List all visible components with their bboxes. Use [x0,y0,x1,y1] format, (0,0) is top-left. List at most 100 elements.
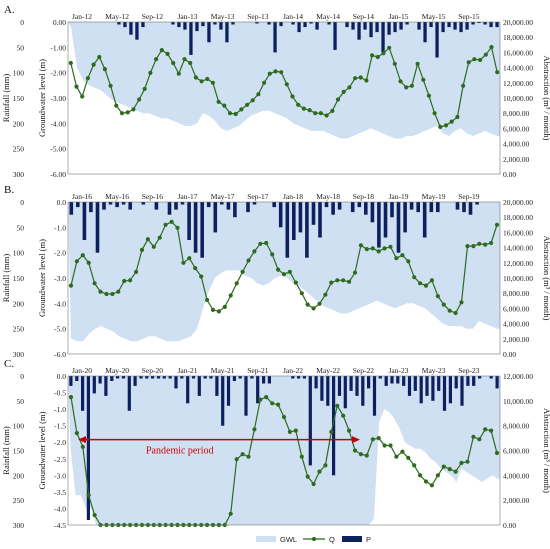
abstraction-point [311,481,316,487]
rainfall-bar [425,376,429,396]
abstraction-tick-label: 16,000.00 [503,48,533,57]
rainfall-bar [133,376,137,386]
rainfall-bar [402,376,406,386]
abstraction-point [364,247,369,252]
rainfall-bar [226,202,231,210]
plot-frame [67,201,501,355]
abstraction-tick-label: 12,000.00 [503,372,533,381]
abstraction-point [400,253,405,258]
rainfall-bar [447,22,451,28]
x-tick-label: Jan-18 [283,192,303,201]
rainfall-bar [331,202,335,215]
legend-swatch-p [342,536,362,542]
abstraction-point [489,428,494,433]
gwl-tick-label: -2.5 [54,455,66,464]
abstraction-point [305,302,310,307]
rainfall-tick-label: 50 [17,223,25,232]
x-tick-label: Sep-23 [458,366,479,375]
rainfall-bar [390,376,394,384]
rainfall-bar [387,22,391,35]
rainfall-bar [238,376,242,379]
abstraction-point [335,403,340,408]
rainfall-bar [477,22,481,23]
legend-swatch-gwl [256,536,276,542]
rainfall-bar [396,376,400,384]
rainfall-bar [200,202,204,258]
rainfall-bar [378,376,382,379]
abstraction-point [376,436,381,441]
rainfall-bar [82,202,87,240]
abstraction-point [97,54,102,60]
rainfall-bar [244,376,248,416]
abstraction-point [418,281,423,286]
x-tick-label: Sep-18 [353,192,374,201]
rainfall-tick-label: 50 [17,43,25,52]
plot-frame [67,375,501,526]
rainfall-bar [407,376,412,396]
abstraction-point [392,61,397,66]
rainfall-bar [75,376,79,381]
rainfall-bar [311,202,316,225]
rainfall-tick-label: 100 [13,69,25,78]
abstraction-point [426,93,431,98]
rainfall-tick-label: 0 [20,198,24,207]
abstraction-point [447,467,452,472]
abstraction-point [222,304,227,309]
rainfall-tick-label: 250 [13,145,25,154]
abstraction-point [335,278,340,283]
legend-label-gwl: GWL [280,535,297,544]
abstraction-tick-label: 4,000.00 [503,320,530,329]
gwl-tick-label: 0.00 [53,18,66,27]
abstraction-point [80,94,85,99]
rainfall-bar [232,376,236,381]
abstraction-point [466,60,471,65]
abstraction-point [264,395,269,400]
abstraction-point [102,67,107,72]
rainfall-axis-title: Rainfall (mm) [1,254,11,303]
abstraction-point [341,278,346,283]
x-tick-label: May-18 [316,192,340,201]
rainfall-bar [377,202,381,248]
abstraction-point [347,279,352,284]
rainfall-bar [226,376,231,406]
abstraction-point [234,281,239,286]
abstraction-point [299,454,304,459]
rainfall-bar [121,202,126,205]
abstraction-point [74,431,79,436]
abstraction-point [108,83,113,88]
rainfall-bar [206,202,211,208]
abstraction-tick-label: 2,000.00 [503,155,530,164]
abstraction-tick-label: 14,000.00 [503,64,533,73]
abstraction-point [329,429,334,434]
gwl-area [68,376,500,525]
rainfall-bar [454,376,458,389]
rainfall-tick-label: 250 [13,496,25,505]
rainfall-bar [417,22,421,30]
abstraction-point [317,469,322,474]
abstraction-tick-label: 10,000.00 [503,94,533,103]
x-tick-label: Sep-15 [458,12,479,21]
gwl-tick-label: -2.0 [54,249,66,258]
x-tick-label: Jan-20 [72,366,92,375]
rainfall-tick-label: 0 [20,372,24,381]
abstraction-point [228,511,233,516]
rainfall-bar [252,202,257,205]
gwl-tick-label: -4.0 [54,504,66,513]
abstraction-point [382,443,387,448]
rainfall-bar [396,202,401,253]
abstraction-point [381,51,386,56]
rainfall-tick-label: 300 [13,350,25,359]
abstraction-tick-label: 6,000.00 [503,447,530,456]
rainfall-bar [219,22,223,30]
abstraction-point [116,289,121,294]
abstraction-point [347,85,352,90]
abstraction-point [364,453,369,458]
abstraction-point [296,102,301,107]
abstraction-point [435,294,440,299]
rainfall-bar [174,376,178,389]
pandemic-arrow-left-head [78,436,86,444]
abstraction-point [175,225,180,230]
abstraction-point [400,449,405,454]
rainfall-bar [180,376,184,379]
rainfall-tick-label: 300 [13,170,25,179]
